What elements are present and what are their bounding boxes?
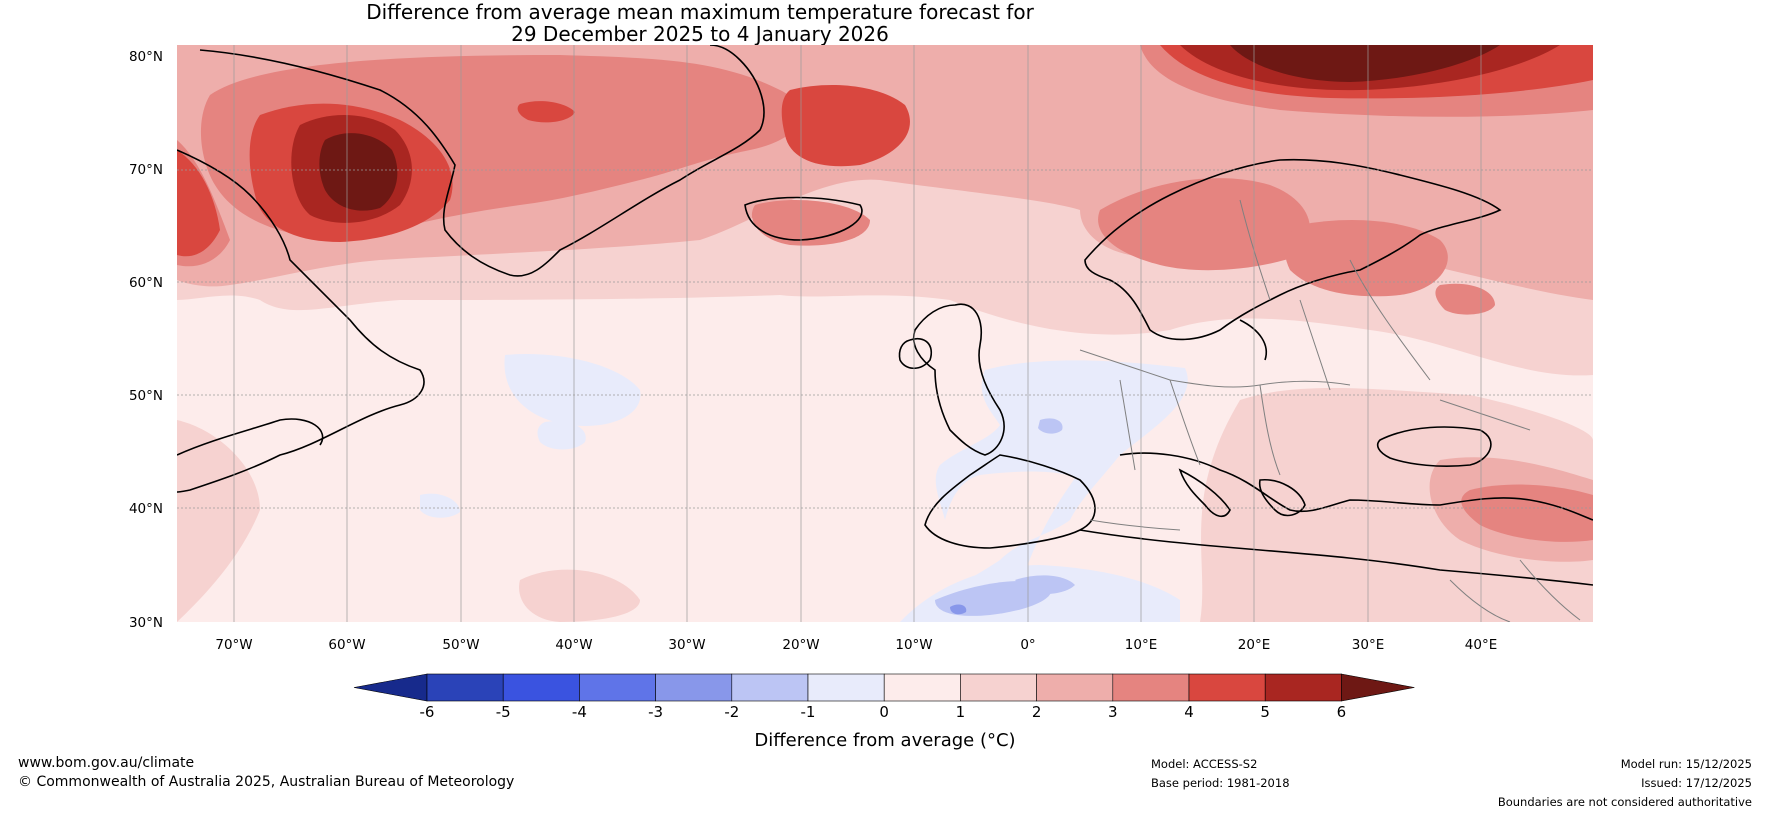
colorbar-segment [1264,673,1342,702]
colorbar-segment [883,673,961,702]
model-run-text: Model run: 15/12/2025 [1620,757,1752,771]
colorbar-tick-label: -3 [648,703,663,721]
lat-label: 60°N [129,275,163,291]
lon-label: 70°W [215,637,252,653]
lon-label: 0° [1020,637,1035,653]
lon-label: 10°W [895,637,932,653]
colorbar-segment [426,673,504,702]
colorbar-extend-high [1341,673,1415,702]
colorbar-label: Difference from average (°C) [754,730,1016,751]
colorbar-tick-label: -6 [420,703,435,721]
lon-label: 10°E [1125,637,1157,653]
colorbar-segment [1188,673,1266,702]
lat-label: 80°N [129,49,163,65]
lat-label: 50°N [129,388,163,404]
colorbar-segment [960,673,1037,702]
colorbar-tick-label: -5 [496,703,511,721]
colorbar-segment [655,673,733,702]
lon-label: 50°W [442,637,479,653]
colorbar-tick-label: 0 [879,703,889,721]
lon-label: 30°E [1352,637,1384,653]
colorbar-segment [579,673,656,702]
colorbar-segment [731,673,809,702]
colorbar-tick-label: 1 [956,703,966,721]
colorbar-extend-low [353,673,428,702]
colorbar-segment [502,673,580,702]
lon-label: 60°W [328,637,365,653]
colorbar-tick-label: -4 [572,703,587,721]
website-link[interactable]: www.bom.gov.au/climate [18,755,195,771]
lon-label: 20°E [1238,637,1270,653]
colorbar-tick-label: 5 [1260,703,1270,721]
colorbar-tick-label: 3 [1108,703,1118,721]
colorbar-segment [807,673,885,702]
lon-label: 30°W [668,637,705,653]
copyright-text: © Commonwealth of Australia 2025, Austra… [18,774,515,790]
colorbar-segment [1112,673,1190,702]
lon-label: 40°W [555,637,592,653]
lat-label: 30°N [129,615,163,631]
issued-text: Issued: 17/12/2025 [1641,776,1752,790]
colorbar-tick-label: 6 [1337,703,1347,721]
colorbar-tick-label: -1 [801,703,816,721]
map-title-line1: Difference from average mean maximum tem… [366,0,1034,24]
lon-label: 20°W [782,637,819,653]
base-period-text: Base period: 1981-2018 [1151,776,1290,790]
coastlines [177,45,1593,586]
graticule [177,45,1593,622]
disclaimer-text: Boundaries are not considered authoritat… [1497,795,1752,809]
longitude-labels: 70°W 60°W 50°W 40°W 30°W 20°W 10°W 0° 10… [215,637,1497,653]
latitude-labels: 80°N 70°N 60°N 50°N 40°N 30°N [129,49,163,631]
colorbar-tick-label: 4 [1184,703,1194,721]
colorbar-tick-label: 2 [1032,703,1042,721]
lon-label: 40°E [1465,637,1497,653]
lat-label: 70°N [129,162,163,178]
lat-label: 40°N [129,501,163,517]
colorbar: -6 -5 -4 -3 -2 -1 0 1 2 3 4 5 6 [353,673,1415,721]
colorbar-segment [1036,673,1114,702]
colorbar-tick-label: -2 [724,703,739,721]
country-borders [1079,199,1581,622]
model-text: Model: ACCESS-S2 [1151,757,1258,771]
map-title-line2: 29 December 2025 to 4 January 2026 [511,22,889,46]
